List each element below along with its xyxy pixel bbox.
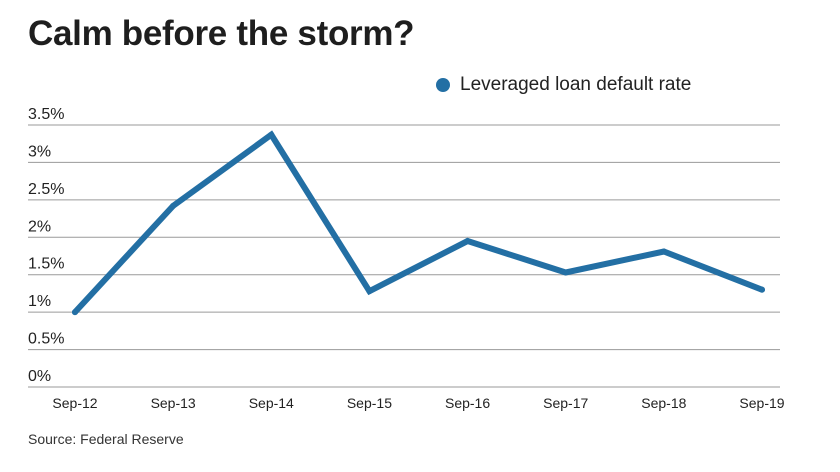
data-point bbox=[366, 288, 373, 295]
data-point bbox=[660, 248, 667, 255]
y-tick-label: 0.5% bbox=[28, 331, 64, 348]
data-point bbox=[464, 238, 471, 245]
data-point bbox=[562, 269, 569, 276]
source-note: Source: Federal Reserve bbox=[28, 431, 184, 447]
x-tick-label: Sep-18 bbox=[641, 395, 686, 411]
y-tick-label: 3.5% bbox=[28, 106, 64, 123]
legend-marker bbox=[436, 78, 450, 92]
x-tick-label: Sep-12 bbox=[52, 395, 97, 411]
legend-label: Leveraged loan default rate bbox=[460, 74, 692, 95]
y-tick-label: 1.5% bbox=[28, 256, 64, 273]
x-tick-label: Sep-17 bbox=[543, 395, 588, 411]
chart-title: Calm before the storm? bbox=[28, 14, 415, 53]
y-tick-label: 3% bbox=[28, 143, 51, 160]
x-tick-label: Sep-16 bbox=[445, 395, 490, 411]
series-line bbox=[72, 130, 765, 316]
data-point bbox=[268, 131, 275, 138]
x-tick-label: Sep-15 bbox=[347, 395, 392, 411]
y-tick-label: 2.5% bbox=[28, 181, 64, 198]
y-tick-label: 1% bbox=[28, 293, 51, 310]
x-tick-label: Sep-14 bbox=[249, 395, 294, 411]
data-point bbox=[72, 309, 78, 316]
y-tick-label: 0% bbox=[28, 368, 51, 385]
y-tick-label: 2% bbox=[28, 218, 51, 235]
x-tick-label: Sep-13 bbox=[151, 395, 196, 411]
data-point bbox=[759, 286, 765, 293]
x-tick-label: Sep-19 bbox=[739, 395, 784, 411]
legend: Leveraged loan default rate bbox=[436, 74, 691, 96]
data-point bbox=[170, 202, 177, 209]
